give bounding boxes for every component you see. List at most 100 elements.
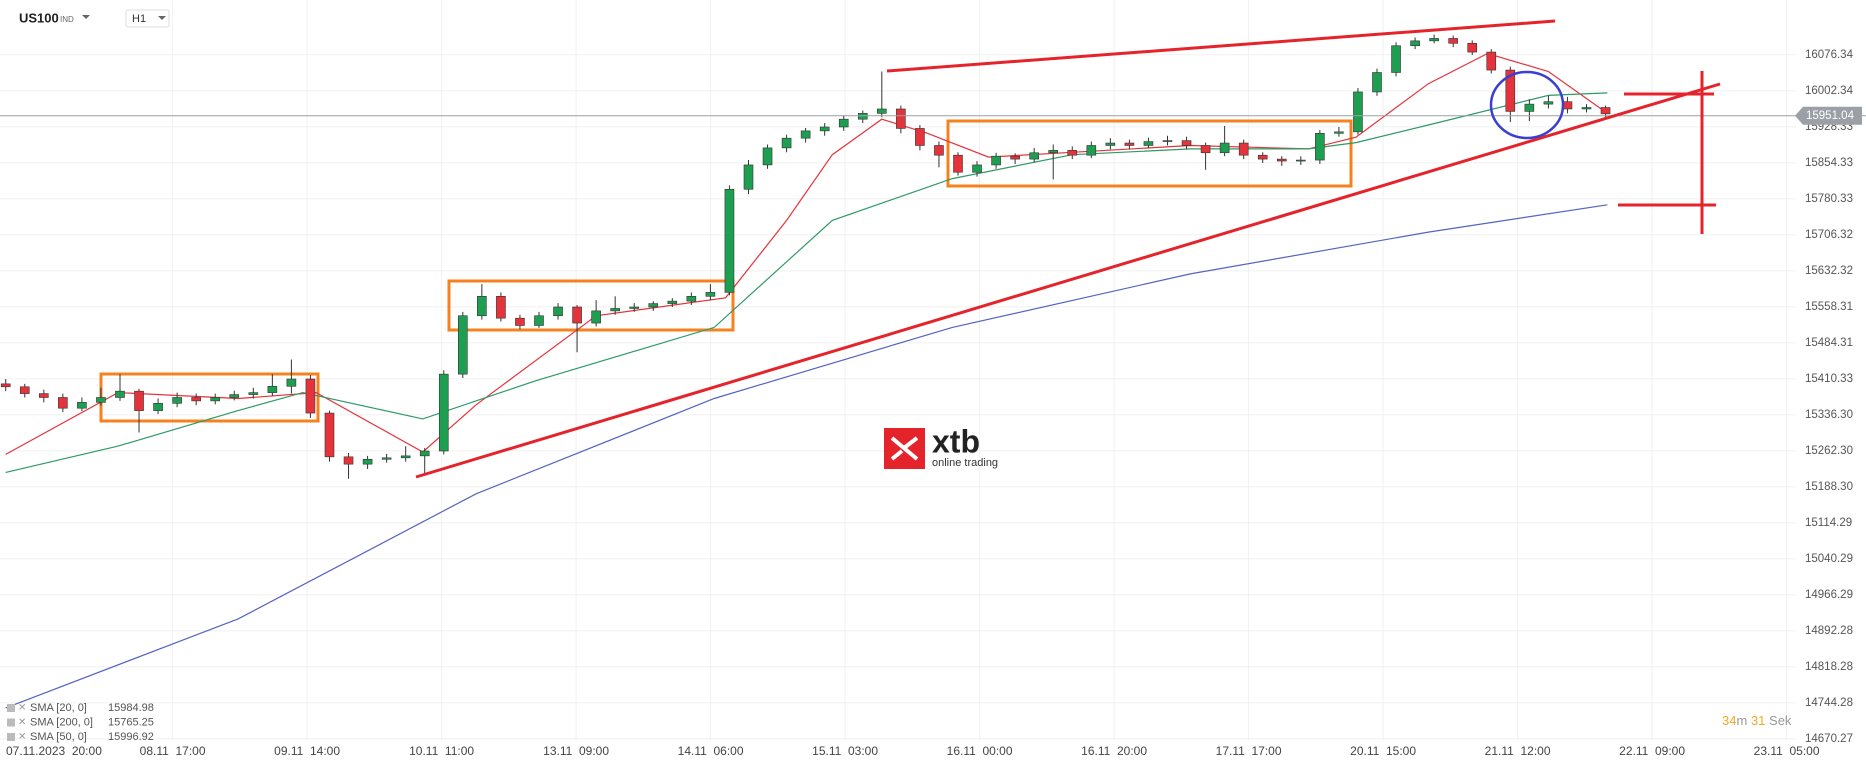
candle-body — [267, 385, 278, 393]
y-tick-label: 15706.32 — [1805, 229, 1853, 241]
candle-body — [1257, 154, 1268, 160]
plot — [0, 34, 1866, 709]
y-tick-label: 16002.34 — [1805, 85, 1854, 97]
y-tick-label: 14966.29 — [1805, 589, 1853, 601]
candle-body — [1543, 101, 1554, 105]
candle-body — [953, 154, 963, 173]
y-tick-label: 14818.28 — [1805, 661, 1853, 673]
interval[interactable]: H1 — [132, 13, 146, 25]
y-tick-label: 15040.29 — [1805, 553, 1853, 565]
y-tick-label: 15484.31 — [1805, 337, 1853, 349]
x-tick-label: 20.11 15:00 — [1350, 744, 1416, 758]
candle-body — [1238, 142, 1249, 156]
grid — [0, 0, 1796, 740]
candle-body — [648, 303, 659, 308]
candle-body — [591, 310, 601, 324]
candle-body — [19, 386, 30, 394]
legend-name: SMA [200, 0] — [30, 716, 93, 728]
candle-body — [724, 188, 735, 293]
candle-body — [1029, 152, 1039, 160]
price-label: 15951.04 — [1806, 110, 1855, 122]
x-tick-label: 23.11 05:00 — [1754, 744, 1820, 758]
candle-body — [1600, 107, 1611, 115]
candle-body — [1200, 145, 1211, 154]
candle-body — [762, 147, 773, 166]
legend-x: ✕ — [18, 732, 26, 743]
axes: 16076.34 16002.34 15928.33 15854.33 15780.33… — [6, 49, 1862, 758]
trend-line — [886, 19, 1556, 73]
candle-body — [39, 393, 49, 398]
candle-body — [1353, 91, 1363, 133]
y-tick-label: 15780.33 — [1805, 193, 1853, 205]
y-tick-label: 15632.32 — [1805, 265, 1853, 277]
y-tick-label: 15188.30 — [1805, 481, 1853, 493]
tagline: online trading — [932, 457, 998, 469]
candle-body — [496, 295, 506, 319]
dropdown-arrow[interactable] — [158, 16, 166, 20]
y-tick-label: 15854.33 — [1805, 157, 1853, 169]
candle-body — [1162, 140, 1173, 142]
dropdown-arrow[interactable] — [82, 15, 90, 19]
candle-body — [877, 108, 887, 114]
candle-body — [1086, 145, 1097, 156]
x-tick-label: 16.11 00:00 — [947, 744, 1013, 758]
candle-body — [1010, 155, 1020, 160]
candle-body — [1524, 103, 1535, 112]
candle-body — [1315, 133, 1325, 161]
x-tick-label: 22.11 09:00 — [1619, 744, 1685, 758]
candle-body — [248, 392, 259, 395]
candle-body — [991, 155, 1001, 166]
candle-body — [1467, 43, 1478, 53]
logo-mark — [890, 436, 919, 461]
x-tick-label: 15.11 03:00 — [812, 744, 878, 758]
market: IND — [60, 15, 74, 24]
candle-body — [115, 390, 125, 398]
candle-body — [1124, 142, 1135, 146]
y-tick-label: 15114.29 — [1805, 517, 1852, 529]
legend-x: ✕ — [18, 717, 26, 728]
candle-body — [458, 315, 468, 375]
candle-body — [1334, 131, 1344, 134]
candle-body — [400, 455, 411, 459]
candle-body — [1448, 38, 1458, 44]
candle-body — [286, 378, 297, 387]
candle-body — [686, 295, 697, 302]
legend-value: 15996.92 — [108, 731, 154, 743]
legend-value: 15765.25 — [108, 716, 154, 728]
symbol[interactable]: US100 — [19, 10, 59, 25]
candle-body — [934, 145, 944, 156]
candle-body — [362, 458, 373, 465]
candle-body — [381, 457, 392, 460]
candle-body — [210, 397, 221, 402]
y-tick-label: 15410.33 — [1805, 373, 1853, 385]
candle-body — [1048, 150, 1059, 154]
candle-body — [1581, 107, 1592, 110]
interval-box[interactable] — [125, 9, 170, 28]
candle-body — [229, 394, 240, 398]
candle-body — [96, 397, 106, 403]
candle-body — [419, 450, 430, 457]
candle-body — [305, 378, 316, 414]
candle-body — [705, 292, 716, 297]
candle-body — [743, 164, 754, 190]
brand: xtb — [932, 423, 980, 459]
countdown: 34m 31 Sek — [1722, 713, 1792, 728]
candle-body — [191, 397, 201, 402]
candle-body — [1410, 40, 1420, 47]
range-box — [946, 119, 1353, 188]
candle-body — [1296, 159, 1306, 162]
highlight-circle — [1489, 70, 1565, 140]
candle-body — [972, 164, 982, 173]
y-tick-label: 14892.28 — [1805, 625, 1853, 637]
candle-body — [667, 300, 678, 304]
x-tick-label: 21.11 12:00 — [1485, 744, 1551, 758]
candle-body — [572, 306, 582, 324]
candle-body — [77, 402, 87, 409]
y-tick-label: 16076.34 — [1805, 49, 1854, 61]
candle-body — [838, 118, 849, 128]
x-tick-label: 08.11 17:00 — [140, 744, 206, 758]
x-tick-label: 14.11 06:00 — [678, 744, 744, 758]
candle-body — [324, 412, 335, 458]
